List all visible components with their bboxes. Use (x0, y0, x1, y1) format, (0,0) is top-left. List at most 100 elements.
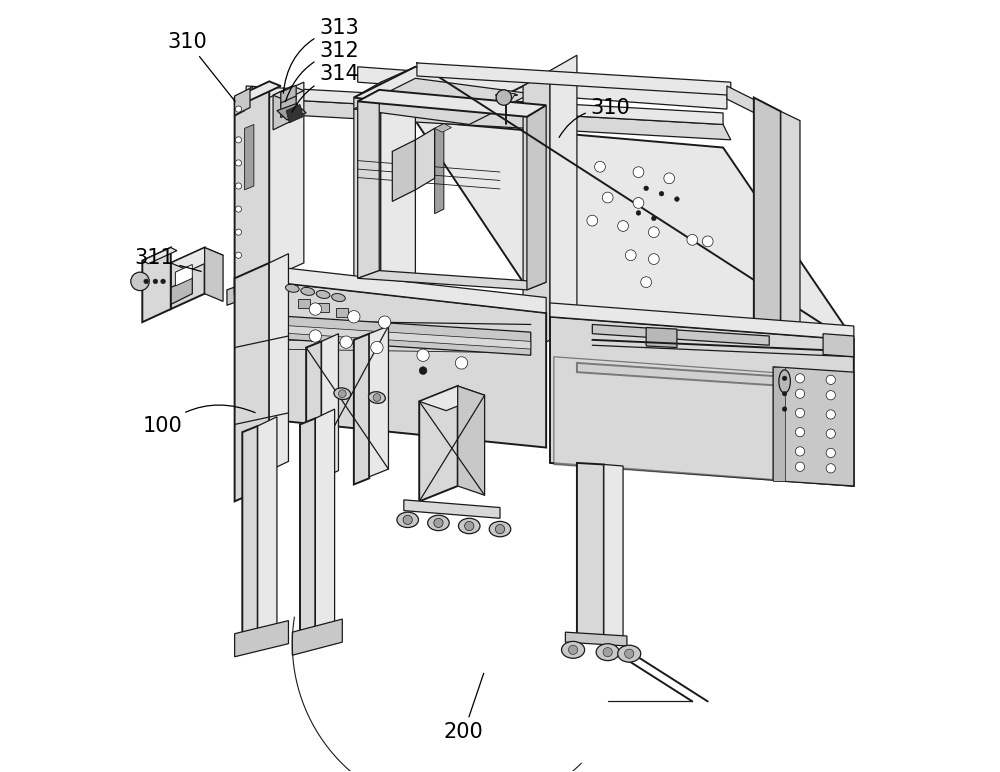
Circle shape (641, 277, 652, 287)
Circle shape (826, 464, 835, 473)
Circle shape (403, 515, 412, 524)
Ellipse shape (458, 518, 480, 533)
Circle shape (826, 375, 835, 384)
Polygon shape (550, 303, 854, 340)
Polygon shape (592, 324, 769, 345)
Polygon shape (354, 78, 531, 124)
Polygon shape (417, 63, 731, 95)
Polygon shape (565, 632, 627, 646)
Polygon shape (435, 124, 452, 132)
Polygon shape (286, 104, 303, 123)
Polygon shape (415, 120, 854, 340)
Circle shape (795, 447, 805, 456)
Polygon shape (269, 254, 288, 471)
Circle shape (434, 518, 443, 527)
Polygon shape (277, 103, 306, 120)
Polygon shape (281, 96, 296, 117)
Circle shape (795, 428, 805, 437)
Polygon shape (246, 86, 723, 124)
Circle shape (795, 408, 805, 418)
Polygon shape (171, 277, 192, 304)
Polygon shape (240, 86, 252, 279)
Polygon shape (415, 128, 435, 190)
Circle shape (625, 250, 636, 261)
Circle shape (496, 90, 512, 105)
Ellipse shape (334, 388, 351, 400)
Text: 310: 310 (559, 99, 631, 137)
Circle shape (648, 254, 659, 265)
Circle shape (419, 367, 427, 374)
Polygon shape (381, 66, 415, 351)
Circle shape (235, 160, 242, 166)
Circle shape (702, 236, 713, 247)
Ellipse shape (285, 284, 299, 293)
Ellipse shape (779, 370, 790, 393)
Circle shape (235, 106, 242, 112)
Circle shape (603, 648, 612, 657)
Polygon shape (317, 303, 329, 312)
Polygon shape (171, 248, 223, 271)
Circle shape (309, 330, 322, 342)
Polygon shape (306, 341, 322, 485)
Polygon shape (354, 66, 531, 113)
Circle shape (131, 273, 149, 290)
Polygon shape (235, 621, 288, 657)
Polygon shape (354, 334, 369, 485)
Ellipse shape (369, 391, 385, 404)
Circle shape (795, 462, 805, 472)
Polygon shape (550, 56, 577, 340)
Polygon shape (604, 465, 623, 638)
Polygon shape (435, 124, 444, 214)
Ellipse shape (562, 642, 585, 659)
Circle shape (568, 645, 578, 655)
Circle shape (373, 394, 381, 401)
Polygon shape (419, 386, 458, 501)
Circle shape (340, 336, 352, 348)
Circle shape (633, 167, 644, 178)
Text: 100: 100 (143, 405, 255, 436)
Polygon shape (315, 409, 335, 638)
Polygon shape (246, 97, 731, 140)
Polygon shape (496, 92, 515, 100)
Polygon shape (404, 499, 500, 518)
Ellipse shape (332, 293, 345, 302)
Polygon shape (235, 263, 269, 501)
Ellipse shape (397, 512, 418, 527)
Polygon shape (269, 324, 531, 349)
Polygon shape (273, 86, 292, 130)
Circle shape (644, 186, 648, 191)
Circle shape (826, 410, 835, 419)
Polygon shape (245, 124, 254, 190)
Polygon shape (322, 334, 338, 479)
Polygon shape (241, 279, 546, 448)
Circle shape (826, 449, 835, 458)
Polygon shape (823, 334, 854, 357)
Polygon shape (269, 82, 304, 279)
Circle shape (652, 216, 656, 221)
Polygon shape (646, 327, 677, 347)
Polygon shape (235, 82, 269, 293)
Polygon shape (171, 248, 205, 309)
Polygon shape (458, 386, 485, 495)
Polygon shape (142, 248, 171, 322)
Ellipse shape (489, 521, 511, 537)
Circle shape (309, 303, 322, 315)
Circle shape (417, 349, 429, 361)
Circle shape (235, 252, 242, 259)
Polygon shape (175, 265, 192, 286)
Circle shape (465, 521, 474, 530)
Polygon shape (273, 86, 304, 100)
Polygon shape (577, 463, 604, 636)
Polygon shape (205, 248, 223, 301)
Circle shape (633, 198, 644, 208)
Circle shape (587, 215, 598, 226)
Circle shape (826, 391, 835, 400)
Polygon shape (281, 85, 296, 106)
Ellipse shape (316, 290, 330, 299)
Polygon shape (369, 326, 388, 477)
Circle shape (602, 192, 613, 203)
Circle shape (782, 376, 787, 381)
Circle shape (378, 316, 391, 328)
Polygon shape (269, 315, 531, 355)
Polygon shape (358, 271, 546, 290)
